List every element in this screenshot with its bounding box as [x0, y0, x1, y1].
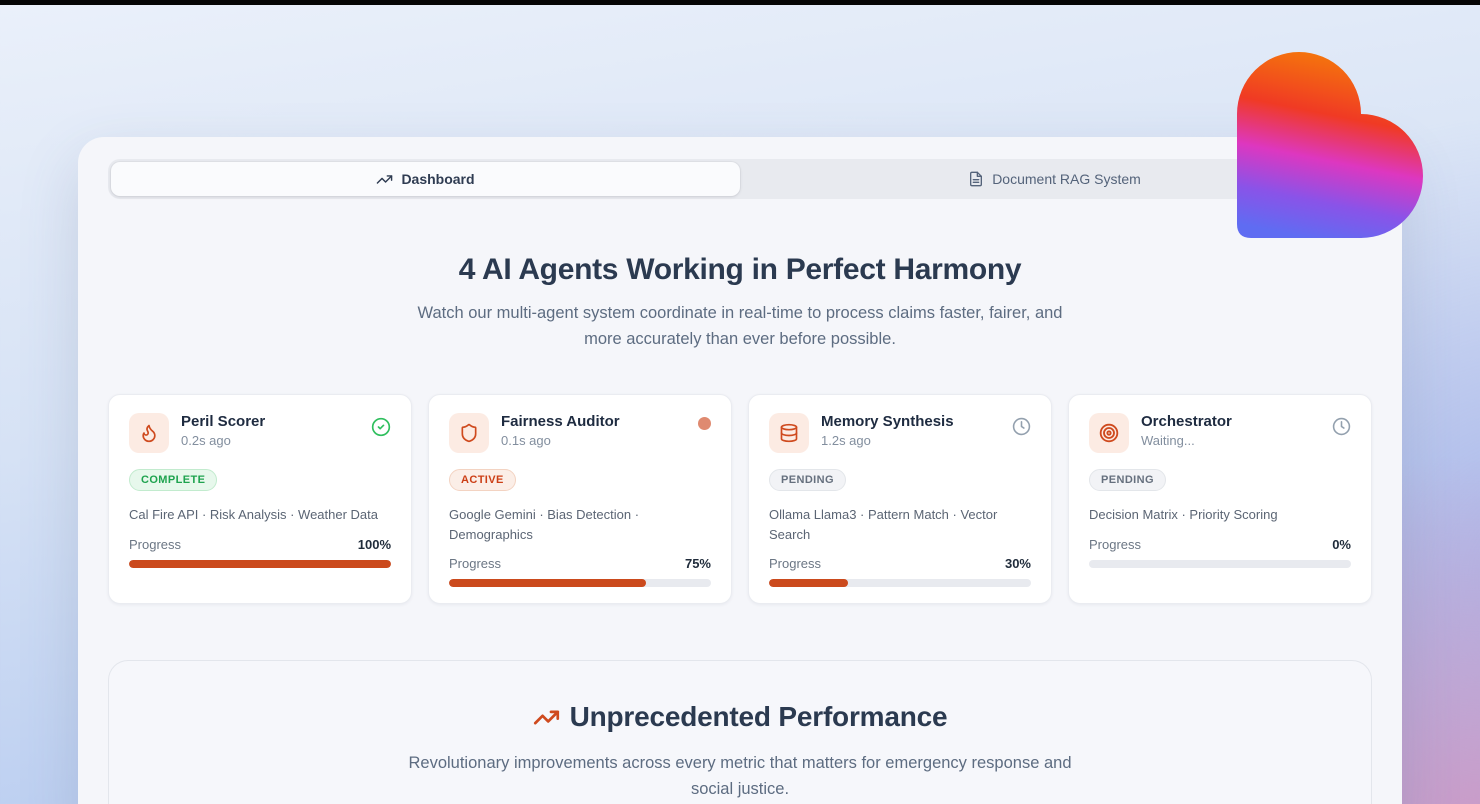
- page-subtitle: Watch our multi-agent system coordinate …: [417, 304, 1063, 348]
- document-icon: [968, 171, 984, 187]
- progress-percent: 30%: [1004, 556, 1031, 572]
- progress-bar: [1089, 559, 1351, 568]
- clock-icon: [1332, 413, 1351, 441]
- progress-label: Progress: [449, 556, 502, 572]
- progress-label: Progress: [769, 556, 822, 572]
- tab-document-rag[interactable]: Document RAG System: [740, 162, 1369, 196]
- agent-card-fairness-auditor[interactable]: Fairness Auditor 0.1s ago ACTIVE Google …: [428, 394, 732, 605]
- agent-name: Memory Synthesis: [821, 413, 954, 431]
- agent-name: Peril Scorer: [181, 413, 266, 431]
- agent-services: Google Gemini · Bias Detection · Demogra…: [449, 507, 640, 542]
- flame-icon: [129, 413, 169, 454]
- active-pulse-dot: [698, 413, 711, 435]
- target-icon: [1089, 413, 1129, 454]
- status-badge: COMPLETE: [129, 469, 218, 492]
- agent-last-update: Waiting...: [1141, 433, 1195, 449]
- progress-bar: [129, 559, 391, 568]
- agent-services: Decision Matrix · Priority Scoring: [1089, 507, 1278, 523]
- progress-fill: [769, 579, 848, 588]
- progress-fill: [449, 579, 646, 588]
- agent-card-memory-synthesis[interactable]: Memory Synthesis 1.2s ago PENDING Ollama…: [748, 394, 1052, 605]
- trending-up-icon: [533, 704, 560, 731]
- agent-last-update: 1.2s ago: [821, 433, 871, 449]
- agent-card-orchestrator[interactable]: Orchestrator Waiting... PENDING Decision…: [1068, 394, 1372, 605]
- agent-card-peril-scorer[interactable]: Peril Scorer 0.2s ago COMPLETE Cal Fire …: [108, 394, 412, 605]
- progress-bar: [449, 579, 711, 588]
- trending-up-icon: [376, 171, 393, 188]
- agent-last-update: 0.1s ago: [501, 433, 551, 449]
- progress-fill: [129, 559, 391, 568]
- agent-name: Orchestrator: [1141, 413, 1232, 431]
- check-circle-icon: [371, 413, 391, 442]
- status-badge: PENDING: [769, 469, 846, 492]
- status-badge: ACTIVE: [449, 469, 516, 492]
- shield-icon: [449, 413, 489, 454]
- clock-icon: [1012, 413, 1031, 441]
- progress-bar: [769, 579, 1031, 588]
- hero-section: 4 AI Agents Working in Perfect Harmony W…: [108, 253, 1372, 352]
- status-badge: PENDING: [1089, 469, 1166, 492]
- progress-percent: 0%: [1332, 536, 1351, 552]
- agent-services: Cal Fire API · Risk Analysis · Weather D…: [129, 507, 379, 523]
- performance-title-row: Unprecedented Performance: [533, 701, 948, 733]
- agent-last-update: 0.2s ago: [181, 433, 231, 449]
- progress-percent: 75%: [684, 556, 711, 572]
- progress-percent: 100%: [357, 536, 391, 552]
- agent-services: Ollama Llama3 · Pattern Match · Vector S…: [769, 507, 998, 542]
- top-black-bar: [0, 0, 1480, 5]
- main-panel: Dashboard Document RAG System 4 AI Agent…: [78, 137, 1402, 804]
- performance-subtitle: Revolutionary improvements across every …: [408, 753, 1072, 799]
- database-icon: [769, 413, 809, 454]
- tab-dashboard-label: Dashboard: [401, 171, 475, 187]
- progress-label: Progress: [1089, 536, 1142, 552]
- tab-document-rag-label: Document RAG System: [992, 171, 1141, 187]
- page-title: 4 AI Agents Working in Perfect Harmony: [458, 253, 1022, 286]
- progress-label: Progress: [129, 536, 182, 552]
- heart-logo: [1237, 52, 1423, 238]
- tab-dashboard[interactable]: Dashboard: [111, 162, 740, 196]
- performance-title: Unprecedented Performance: [569, 701, 948, 733]
- performance-section: Unprecedented Performance Revolutionary …: [108, 660, 1372, 804]
- agent-name: Fairness Auditor: [501, 413, 620, 431]
- tab-bar: Dashboard Document RAG System: [108, 159, 1372, 199]
- agent-cards-row: Peril Scorer 0.2s ago COMPLETE Cal Fire …: [108, 394, 1372, 605]
